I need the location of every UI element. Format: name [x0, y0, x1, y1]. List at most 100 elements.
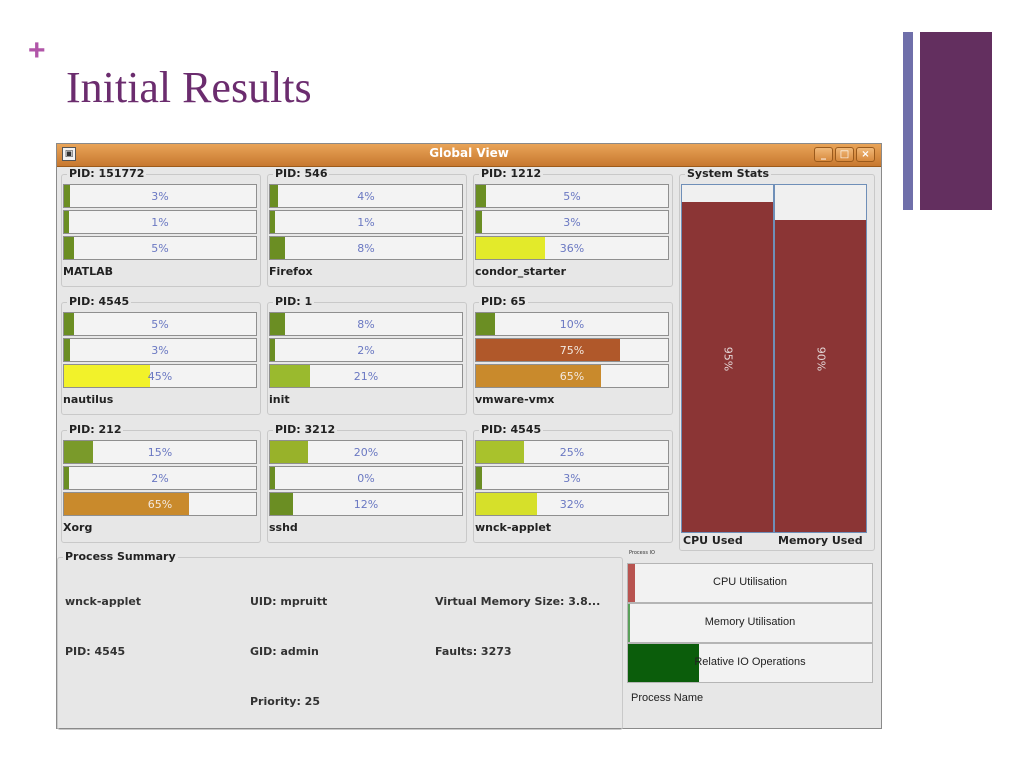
process-usage-fill: [476, 441, 524, 463]
process-usage-value: 25%: [559, 446, 585, 459]
maximize-button[interactable]: □: [835, 147, 854, 162]
process-usage-fill: [270, 211, 275, 233]
minimize-button[interactable]: _: [814, 147, 833, 162]
process-name: Firefox: [269, 265, 313, 278]
summary-gid: GID: admin: [250, 645, 319, 658]
window-title: Global View: [429, 146, 509, 160]
process-card-frame: [61, 430, 261, 543]
process-io-bar: CPU Utilisation: [627, 563, 873, 603]
process-usage-value: 3%: [151, 190, 169, 203]
process-usage-fill: [64, 365, 151, 387]
process-pid: PID: 212: [67, 423, 124, 437]
process-name: sshd: [269, 521, 298, 534]
process-usage-bar: 1%: [63, 210, 257, 234]
memory-used-label: Memory Used: [778, 534, 863, 547]
process-usage-value: 0%: [357, 472, 375, 485]
process-name: Xorg: [63, 521, 93, 534]
process-io-caption: Process IO: [629, 550, 655, 556]
summary-uid: UID: mpruitt: [250, 595, 328, 608]
summary-faults: Faults: 3273: [435, 645, 512, 658]
process-usage-bar: 45%: [63, 364, 257, 388]
process-usage-fill: [476, 339, 620, 361]
cpu-used-fill: [682, 202, 773, 532]
process-summary-panel: Process Summary wnck-applet PID: 4545 UI…: [57, 550, 623, 730]
process-usage-value: 5%: [151, 242, 169, 255]
process-pid: PID: 151772: [67, 167, 147, 181]
process-name: MATLAB: [63, 265, 114, 278]
process-usage-fill: [64, 493, 189, 515]
process-usage-value: 4%: [357, 190, 375, 203]
process-card[interactable]: PID: 212 15% 2% 65% Xorg: [61, 423, 261, 543]
process-usage-value: 3%: [563, 216, 581, 229]
process-card-frame: [61, 302, 261, 415]
process-usage-fill: [270, 493, 294, 515]
process-usage-bar: 3%: [475, 210, 669, 234]
process-usage-bar: 15%: [63, 440, 257, 464]
process-usage-fill: [64, 211, 69, 233]
process-usage-fill: [270, 467, 275, 489]
process-card[interactable]: PID: 3212 20% 0% 12% sshd: [267, 423, 467, 543]
process-usage-fill: [270, 339, 275, 361]
process-card[interactable]: PID: 4545 25% 3% 32% wnck-applet: [473, 423, 673, 543]
process-usage-bar: 5%: [63, 312, 257, 336]
process-name: condor_starter: [475, 265, 567, 278]
process-card[interactable]: PID: 151772 3% 1% 5% MATLAB: [61, 167, 261, 287]
process-usage-bar: 8%: [269, 236, 463, 260]
process-usage-value: 3%: [151, 344, 169, 357]
process-card-frame: [267, 174, 467, 287]
memory-used-fill: [775, 219, 866, 532]
cpu-used-value: 95%: [721, 346, 734, 371]
process-card[interactable]: PID: 1212 5% 3% 36% condor_starter: [473, 167, 673, 287]
process-card[interactable]: PID: 65 10% 75% 65% vmware-vmx: [473, 295, 673, 415]
process-usage-value: 5%: [151, 318, 169, 331]
process-pid: PID: 65: [479, 295, 528, 309]
process-io-label: Relative IO Operations: [694, 656, 806, 668]
process-usage-bar: 10%: [475, 312, 669, 336]
process-usage-bar: 2%: [63, 466, 257, 490]
process-usage-fill: [476, 365, 601, 387]
process-usage-fill: [476, 185, 486, 207]
summary-process-name: wnck-applet: [65, 595, 142, 608]
process-usage-bar: 20%: [269, 440, 463, 464]
process-usage-fill: [476, 313, 496, 335]
process-io-fill: [628, 604, 630, 642]
window-menu-icon[interactable]: ▣: [62, 147, 76, 161]
process-usage-fill: [476, 493, 538, 515]
summary-priority: Priority: 25: [250, 695, 320, 708]
process-pid: PID: 4545: [479, 423, 544, 437]
process-usage-bar: 3%: [475, 466, 669, 490]
process-usage-fill: [64, 441, 93, 463]
process-io-graph: Process IO CPU Utilisation Memory Utilisa…: [625, 550, 877, 728]
process-usage-fill: [270, 313, 286, 335]
decorative-bar-thick: [920, 32, 992, 210]
process-usage-value: 65%: [559, 370, 585, 383]
process-usage-bar: 5%: [475, 184, 669, 208]
process-usage-bar: 1%: [269, 210, 463, 234]
process-usage-value: 1%: [151, 216, 169, 229]
system-stats-frame: [679, 174, 875, 551]
process-name-label: Process Name: [631, 692, 704, 704]
process-card[interactable]: PID: 546 4% 1% 8% Firefox: [267, 167, 467, 287]
process-name: wnck-applet: [475, 521, 552, 534]
process-name: nautilus: [63, 393, 114, 406]
process-card-frame: [473, 302, 673, 415]
summary-pid: PID: 4545: [65, 645, 126, 658]
process-card[interactable]: PID: 1 8% 2% 21% init: [267, 295, 467, 415]
cpu-used-label: CPU Used: [683, 534, 743, 547]
process-card[interactable]: PID: 4545 5% 3% 45% nautilus: [61, 295, 261, 415]
process-usage-bar: 8%: [269, 312, 463, 336]
process-usage-fill: [64, 467, 69, 489]
decorative-bar-thin: [903, 32, 913, 210]
process-usage-value: 2%: [357, 344, 375, 357]
window-titlebar[interactable]: ▣ Global View _ □ ×: [57, 144, 881, 167]
process-pid: PID: 4545: [67, 295, 132, 309]
process-usage-bar: 2%: [269, 338, 463, 362]
process-usage-fill: [476, 237, 546, 259]
process-usage-value: 36%: [559, 242, 585, 255]
process-usage-fill: [270, 365, 311, 387]
global-view-window: ▣ Global View _ □ × PID: 151772 3% 1% 5% MAT…: [56, 143, 882, 730]
close-button[interactable]: ×: [856, 147, 875, 162]
process-usage-bar: 5%: [63, 236, 257, 260]
process-usage-fill: [270, 185, 278, 207]
system-stats-panel: System Stats 95% 90% CPU Used Memory Use…: [679, 167, 875, 551]
